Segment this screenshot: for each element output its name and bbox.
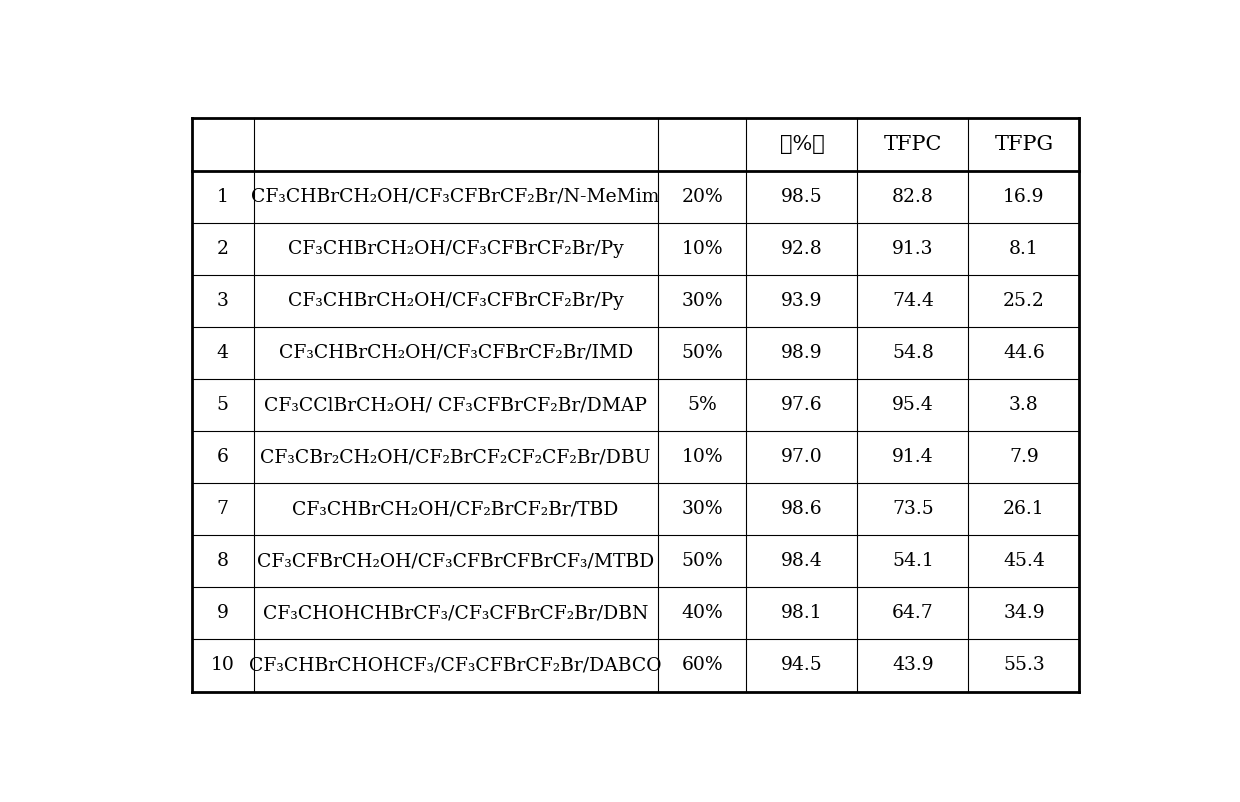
Text: 8.1: 8.1 xyxy=(1009,240,1039,257)
Text: 30%: 30% xyxy=(681,500,723,518)
Text: TFPG: TFPG xyxy=(994,135,1054,154)
Text: 5: 5 xyxy=(217,396,228,414)
Text: 73.5: 73.5 xyxy=(892,500,934,518)
Text: CF₃CHBrCH₂OH/CF₃CFBrCF₂Br/Py: CF₃CHBrCH₂OH/CF₃CFBrCF₂Br/Py xyxy=(288,292,624,310)
Text: 74.4: 74.4 xyxy=(892,292,934,310)
Text: 55.3: 55.3 xyxy=(1003,657,1045,674)
Text: 3.8: 3.8 xyxy=(1009,396,1039,414)
Text: 54.8: 54.8 xyxy=(892,344,934,362)
Text: 98.4: 98.4 xyxy=(781,553,823,570)
Text: 94.5: 94.5 xyxy=(781,657,823,674)
Text: CF₃CHBrCH₂OH/CF₂BrCF₂Br/TBD: CF₃CHBrCH₂OH/CF₂BrCF₂Br/TBD xyxy=(293,500,619,518)
Text: 97.6: 97.6 xyxy=(781,396,823,414)
Text: 91.3: 91.3 xyxy=(893,240,934,257)
Text: 98.1: 98.1 xyxy=(781,605,823,622)
Text: 7.9: 7.9 xyxy=(1009,448,1039,466)
Text: 25.2: 25.2 xyxy=(1003,292,1045,310)
Text: 54.1: 54.1 xyxy=(892,553,934,570)
Text: CF₃CClBrCH₂OH/ CF₃CFBrCF₂Br/DMAP: CF₃CClBrCH₂OH/ CF₃CFBrCF₂Br/DMAP xyxy=(264,396,647,414)
Text: 98.5: 98.5 xyxy=(781,188,823,205)
Text: 40%: 40% xyxy=(681,605,723,622)
Text: 50%: 50% xyxy=(681,344,723,362)
Text: 10%: 10% xyxy=(681,448,723,466)
Text: CF₃CHBrCH₂OH/CF₃CFBrCF₂Br/Py: CF₃CHBrCH₂OH/CF₃CFBrCF₂Br/Py xyxy=(288,240,624,257)
Text: 64.7: 64.7 xyxy=(892,605,934,622)
Text: 95.4: 95.4 xyxy=(892,396,934,414)
Text: TFPC: TFPC xyxy=(884,135,942,154)
Text: 98.9: 98.9 xyxy=(781,344,823,362)
Text: 82.8: 82.8 xyxy=(892,188,934,205)
Text: 7: 7 xyxy=(217,500,228,518)
Text: CF₃CHBrCH₂OH/CF₃CFBrCF₂Br/IMD: CF₃CHBrCH₂OH/CF₃CFBrCF₂Br/IMD xyxy=(279,344,632,362)
Text: CF₃CHBrCH₂OH/CF₃CFBrCF₂Br/N-MeMim: CF₃CHBrCH₂OH/CF₃CFBrCF₂Br/N-MeMim xyxy=(252,188,660,205)
Text: 20%: 20% xyxy=(681,188,723,205)
Text: 97.0: 97.0 xyxy=(781,448,823,466)
Text: 26.1: 26.1 xyxy=(1003,500,1045,518)
Text: 10%: 10% xyxy=(681,240,723,257)
Text: 98.6: 98.6 xyxy=(781,500,823,518)
Text: 5%: 5% xyxy=(687,396,717,414)
Text: 50%: 50% xyxy=(681,553,723,570)
Text: 3: 3 xyxy=(217,292,228,310)
Text: 6: 6 xyxy=(217,448,228,466)
Text: 16.9: 16.9 xyxy=(1003,188,1045,205)
Text: 34.9: 34.9 xyxy=(1003,605,1045,622)
Text: 2: 2 xyxy=(217,240,228,257)
Text: 43.9: 43.9 xyxy=(892,657,934,674)
Text: 44.6: 44.6 xyxy=(1003,344,1045,362)
Text: 91.4: 91.4 xyxy=(892,448,934,466)
Text: 93.9: 93.9 xyxy=(781,292,823,310)
Text: （%）: （%） xyxy=(780,135,825,154)
Text: 92.8: 92.8 xyxy=(781,240,823,257)
Text: CF₃CHOHCHBrCF₃/CF₃CFBrCF₂Br/DBN: CF₃CHOHCHBrCF₃/CF₃CFBrCF₂Br/DBN xyxy=(263,605,649,622)
Text: 60%: 60% xyxy=(681,657,723,674)
Text: CF₃CFBrCH₂OH/CF₃CFBrCFBrCF₃/MTBD: CF₃CFBrCH₂OH/CF₃CFBrCFBrCF₃/MTBD xyxy=(257,553,655,570)
Text: CF₃CHBrCHOHCF₃/CF₃CFBrCF₂Br/DABCO: CF₃CHBrCHOHCF₃/CF₃CFBrCF₂Br/DABCO xyxy=(249,657,662,674)
Text: 8: 8 xyxy=(217,553,228,570)
Text: 9: 9 xyxy=(217,605,228,622)
Text: CF₃CBr₂CH₂OH/CF₂BrCF₂CF₂CF₂Br/DBU: CF₃CBr₂CH₂OH/CF₂BrCF₂CF₂CF₂Br/DBU xyxy=(260,448,651,466)
Text: 1: 1 xyxy=(217,188,228,205)
Text: 30%: 30% xyxy=(681,292,723,310)
Text: 10: 10 xyxy=(211,657,234,674)
Text: 4: 4 xyxy=(217,344,228,362)
Text: 45.4: 45.4 xyxy=(1003,553,1045,570)
